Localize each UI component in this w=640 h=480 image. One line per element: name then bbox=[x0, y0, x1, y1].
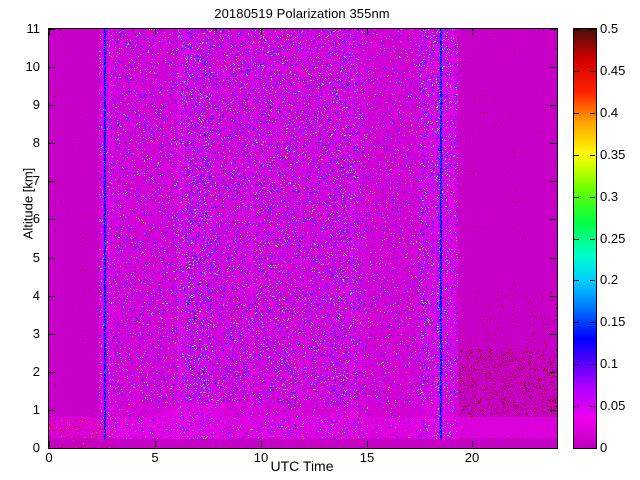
y-tick-mark-right bbox=[550, 105, 556, 106]
colorbar-tick-mark-right bbox=[590, 197, 595, 198]
y-tick-mark bbox=[49, 258, 55, 259]
y-tick-mark-right bbox=[550, 448, 556, 449]
x-tick-label: 5 bbox=[151, 450, 159, 465]
colorbar-tick-label: 0 bbox=[600, 440, 608, 455]
y-tick-mark bbox=[49, 296, 55, 297]
y-tick-label: 10 bbox=[25, 59, 40, 74]
x-tick-label: 20 bbox=[464, 450, 480, 465]
y-tick-label: 1 bbox=[32, 402, 40, 417]
colorbar-tick-mark-right bbox=[590, 406, 595, 407]
y-tick-label: 3 bbox=[32, 326, 40, 341]
y-tick-mark bbox=[49, 219, 55, 220]
x-axis-label: UTC Time bbox=[270, 458, 334, 474]
colorbar-tick-mark-right bbox=[590, 155, 595, 156]
y-tick-label: 0 bbox=[32, 440, 40, 455]
colorbar-tick-mark bbox=[574, 155, 579, 156]
plot-axes-frame bbox=[48, 28, 558, 449]
colorbar-tick-mark bbox=[574, 322, 579, 323]
colorbar-tick-label: 0.25 bbox=[600, 231, 626, 246]
x-tick-mark-top bbox=[261, 29, 262, 35]
y-tick-mark-right bbox=[550, 67, 556, 68]
y-tick-label: 11 bbox=[26, 21, 41, 36]
y-tick-mark-right bbox=[550, 258, 556, 259]
y-tick-label: 9 bbox=[32, 97, 40, 112]
colorbar-tick-mark bbox=[574, 364, 579, 365]
colorbar-tick-mark bbox=[574, 29, 579, 30]
colorbar-tick-mark-right bbox=[590, 113, 595, 114]
x-tick-mark-top bbox=[155, 29, 156, 35]
x-tick-mark bbox=[261, 441, 262, 447]
y-tick-mark-right bbox=[550, 143, 556, 144]
colorbar-tick-label: 0.5 bbox=[600, 21, 619, 36]
y-tick-label: 7 bbox=[32, 173, 40, 188]
x-tick-label: 0 bbox=[45, 450, 53, 465]
y-tick-mark-right bbox=[550, 29, 556, 30]
colorbar-tick-label: 0.4 bbox=[600, 105, 619, 120]
y-tick-mark-right bbox=[550, 372, 556, 373]
y-tick-label: 2 bbox=[32, 364, 40, 379]
y-tick-mark bbox=[49, 29, 55, 30]
heatmap-image bbox=[49, 29, 557, 448]
colorbar-tick-mark bbox=[574, 406, 579, 407]
y-tick-mark-right bbox=[550, 219, 556, 220]
colorbar-image bbox=[574, 29, 596, 448]
y-tick-mark bbox=[49, 143, 55, 144]
colorbar-tick-mark-right bbox=[590, 29, 595, 30]
y-tick-mark bbox=[49, 181, 55, 182]
y-tick-label: 8 bbox=[32, 135, 40, 150]
colorbar-tick-label: 0.05 bbox=[600, 398, 626, 413]
colorbar-tick-label: 0.35 bbox=[600, 147, 626, 162]
x-tick-mark-top bbox=[472, 29, 473, 35]
colorbar-tick-label: 0.1 bbox=[600, 356, 619, 371]
colorbar-frame bbox=[573, 28, 597, 449]
y-tick-mark-right bbox=[550, 181, 556, 182]
x-tick-mark bbox=[367, 441, 368, 447]
y-tick-label: 4 bbox=[32, 288, 40, 303]
y-tick-mark bbox=[49, 105, 55, 106]
colorbar-tick-label: 0.3 bbox=[600, 189, 619, 204]
colorbar-tick-label: 0.15 bbox=[600, 314, 626, 329]
x-tick-mark-top bbox=[367, 29, 368, 35]
y-tick-label: 6 bbox=[32, 211, 40, 226]
colorbar-tick-mark-right bbox=[590, 239, 595, 240]
colorbar-tick-mark bbox=[574, 71, 579, 72]
x-tick-label: 15 bbox=[359, 450, 375, 465]
y-tick-label: 5 bbox=[32, 250, 40, 265]
colorbar-tick-mark-right bbox=[590, 364, 595, 365]
y-tick-mark bbox=[49, 372, 55, 373]
y-tick-mark bbox=[49, 410, 55, 411]
colorbar-tick-mark-right bbox=[590, 322, 595, 323]
y-tick-mark-right bbox=[550, 296, 556, 297]
y-tick-mark bbox=[49, 67, 55, 68]
y-tick-mark bbox=[49, 334, 55, 335]
page-title: 20180519 Polarization 355nm bbox=[214, 6, 390, 21]
colorbar-tick-mark-right bbox=[590, 448, 595, 449]
colorbar-tick-mark bbox=[574, 197, 579, 198]
colorbar-tick-mark bbox=[574, 448, 579, 449]
colorbar-tick-mark bbox=[574, 280, 579, 281]
x-tick-mark bbox=[155, 441, 156, 447]
colorbar-tick-mark-right bbox=[590, 71, 595, 72]
colorbar-tick-label: 0.45 bbox=[600, 63, 626, 78]
x-tick-mark bbox=[49, 441, 50, 447]
x-tick-mark-top bbox=[49, 29, 50, 35]
y-tick-mark bbox=[49, 448, 55, 449]
colorbar-tick-mark bbox=[574, 239, 579, 240]
colorbar-tick-mark bbox=[574, 113, 579, 114]
x-tick-mark bbox=[472, 441, 473, 447]
y-tick-mark-right bbox=[550, 334, 556, 335]
colorbar-tick-mark-right bbox=[590, 280, 595, 281]
y-tick-mark-right bbox=[550, 410, 556, 411]
colorbar-tick-label: 0.2 bbox=[600, 272, 619, 287]
x-tick-label: 10 bbox=[253, 450, 269, 465]
